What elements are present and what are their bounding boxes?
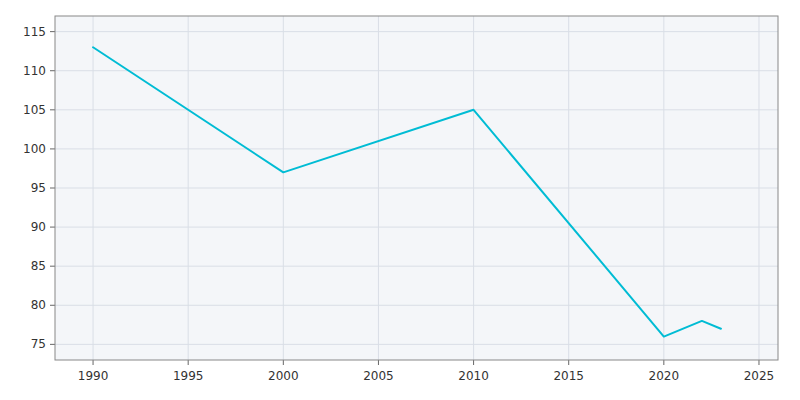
y-tick: [50, 148, 55, 149]
y-tick-label: 80: [31, 298, 46, 312]
y-tick-label: 105: [23, 103, 46, 117]
x-tick-label: 1990: [78, 369, 109, 383]
y-tick-label: 110: [23, 64, 46, 78]
y-tick-label: 90: [31, 220, 46, 234]
y-grid-line: [55, 148, 778, 149]
x-tick-label: 2000: [268, 369, 299, 383]
x-tick: [473, 360, 474, 365]
y-grid-line: [55, 344, 778, 345]
x-tick-label: 2010: [458, 369, 489, 383]
y-tick: [50, 109, 55, 110]
page: {"chart_data": {"type": "line", "x": [19…: [0, 0, 800, 400]
y-grid-line: [55, 227, 778, 228]
marks: [93, 47, 721, 336]
y-grid-line: [55, 109, 778, 110]
x-tick: [93, 360, 94, 365]
y-tick: [50, 31, 55, 32]
x-tick: [758, 360, 759, 365]
x-tick: [568, 360, 569, 365]
grid: [55, 16, 778, 360]
y-tick-label: 115: [23, 25, 46, 39]
y-tick: [50, 70, 55, 71]
y-tick: [50, 227, 55, 228]
x-tick: [188, 360, 189, 365]
x-tick-label: 2005: [363, 369, 394, 383]
x-tick: [378, 360, 379, 365]
x-tick-label: 1995: [173, 369, 204, 383]
x-tick: [663, 360, 664, 365]
chart-svg: 1990 1995 2000 2005 2010 2015 2020 2025 75 80 85 90…: [0, 0, 800, 400]
y-grid-line: [55, 31, 778, 32]
x-tick-label: 2015: [553, 369, 584, 383]
y-tick: [50, 188, 55, 189]
x-tick: [283, 360, 284, 365]
x-tick-label: 2020: [649, 369, 680, 383]
y-grid-line: [55, 305, 778, 306]
y-tick: [50, 344, 55, 345]
axes: 1990 1995 2000 2005 2010 2015 2020 2025 75 80 85 90…: [23, 16, 778, 383]
y-grid-line: [55, 266, 778, 267]
y-grid-line: [55, 70, 778, 71]
x-tick-label: 2025: [744, 369, 775, 383]
line: [93, 47, 721, 336]
y-tick-label: 85: [31, 259, 46, 273]
y-grid-line: [55, 188, 778, 189]
y-tick: [50, 266, 55, 267]
y-tick-label: 75: [31, 337, 46, 351]
plot-background: [55, 16, 778, 360]
y-tick-label: 100: [23, 142, 46, 156]
plot-frame: [55, 16, 778, 360]
chart-container: 1990 1995 2000 2005 2010 2015 2020 2025 75 80 85 90…: [0, 0, 800, 400]
y-tick-label: 95: [31, 181, 46, 195]
y-tick: [50, 305, 55, 306]
